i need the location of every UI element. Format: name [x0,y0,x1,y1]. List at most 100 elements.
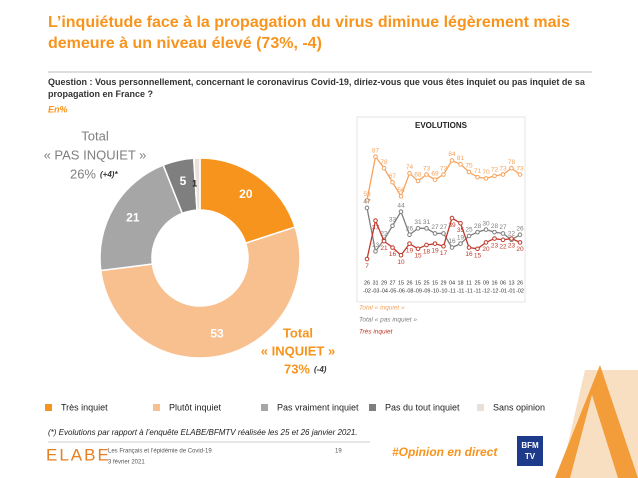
data-label: 26 [516,225,524,232]
point [407,232,412,238]
point [492,236,497,241]
x-tick-label: 16 [491,280,497,286]
line-title: EVOLUTIONS [415,121,468,130]
point [509,165,514,171]
x-tick-label: 26 [406,280,412,286]
data-label: 16 [389,251,397,258]
point [407,241,412,246]
data-label: 69 [431,170,439,177]
data-label: 73 [440,165,448,172]
point [517,240,523,245]
point [373,154,378,159]
point [381,165,387,171]
donut-slice [199,157,297,245]
legend-swatch [477,404,484,411]
data-label: 53 [363,191,371,198]
x-tick-label: -09 [414,288,422,294]
point [432,231,438,236]
data-label: 16 [465,251,473,258]
data-label: 31 [414,219,422,226]
data-label: 22 [380,231,388,238]
point [500,231,506,236]
x-tick-label: 29 [440,280,446,286]
legend-label: Pas vraiment inquiet [277,402,359,412]
x-tick-label: -08 [406,288,414,294]
data-label: 31 [423,219,431,226]
data-label: 27 [440,224,448,231]
x-tick-label: 25 [423,280,429,286]
data-label: 13 [372,242,380,249]
data-label: 56 [397,187,405,194]
x-tick-label: -05 [389,288,397,294]
data-label: 70 [482,169,490,176]
donut-slice [192,157,201,211]
hashtag: #Opinion en direct [392,445,498,459]
annotation: « PAS INQUIET » [44,147,147,162]
data-label: 75 [465,163,473,170]
data-label: 19 [457,234,465,241]
x-tick-label: -02 [363,288,371,294]
data-label: 39 [448,222,456,229]
point [517,172,523,177]
data-label: 87 [372,147,380,154]
slice-label: 5 [180,174,187,188]
x-tick-label: 09 [483,280,489,286]
point [449,245,455,250]
point [441,231,446,236]
partner-top: BFM [521,441,539,450]
data-label: 26 [406,225,414,232]
data-label: 72 [491,167,499,174]
data-label: 17 [440,250,448,257]
study: Les Français et l’épidémie de Covid-19 [108,449,212,455]
point [364,205,370,211]
point [475,246,480,252]
data-label: 68 [414,172,422,179]
data-label: 18 [423,249,431,256]
question: Question : Vous personnellement, concern… [48,77,585,99]
legend-swatch [369,404,376,411]
data-label: 73 [423,165,431,172]
data-label: 35 [457,227,465,234]
date: 3 février 2021 [108,460,145,466]
data-label: 78 [380,159,388,166]
annotation: « INQUIET » [261,343,335,358]
x-tick-label: -03 [372,288,380,294]
point [398,252,404,258]
point [364,197,370,203]
data-label: 28 [474,223,482,230]
data-label: 78 [508,159,516,166]
data-label: 28 [491,223,499,230]
x-tick-label: 18 [457,280,463,286]
x-tick-label: -02 [516,288,524,294]
unit: En% [48,104,68,114]
point [475,229,480,235]
data-label: 73 [499,165,507,172]
x-tick-label: -09 [423,288,431,294]
x-tick-label: 06 [500,280,506,286]
x-tick-label: 25 [474,280,480,286]
legend-swatch [261,404,268,411]
data-label: 19 [406,247,414,254]
annotation-change: (+4)* [100,170,118,179]
x-tick-label: -11 [474,288,482,294]
data-label: 7 [365,263,369,270]
page-number: 19 [335,449,342,455]
x-tick-label: 29 [381,280,387,286]
point [381,238,387,244]
x-tick-label: 27 [389,280,395,286]
point [424,242,429,248]
question-box: Question : Vous personnellement, concern… [48,77,585,99]
point [432,241,438,246]
point [407,170,412,176]
data-label: 30 [482,220,490,227]
point [500,172,506,177]
decoration [555,365,638,478]
data-label: 15 [474,253,482,260]
point [492,173,497,179]
point [415,226,421,231]
data-label: 27 [431,224,439,231]
x-tick-label: 11 [466,280,472,286]
annotation: Total [81,128,109,143]
x-tick-label: 15 [432,280,438,286]
x-tick-label: 15 [415,280,421,286]
